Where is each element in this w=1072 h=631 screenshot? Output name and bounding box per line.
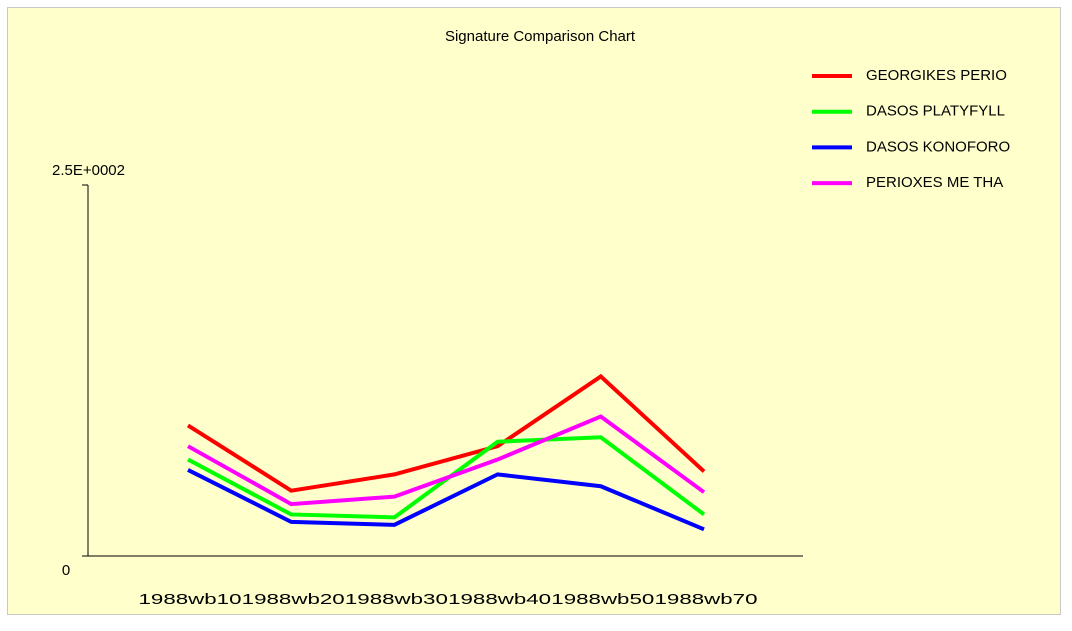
chart-panel xyxy=(7,7,1061,615)
legend-label: GEORGIKES PERIO xyxy=(866,67,1007,84)
series-line xyxy=(187,468,705,532)
x-tick-label: 1988wb30 xyxy=(345,591,448,608)
series-line xyxy=(187,414,706,507)
x-tick-label: 1988wb40 xyxy=(448,591,551,608)
x-tick-label: 1988wb20 xyxy=(242,591,345,608)
series-line xyxy=(186,373,706,493)
chart-title: Signature Comparison Chart xyxy=(445,28,636,45)
legend-label: PERIOXES ME THA xyxy=(866,174,1003,191)
y-tick-label: 0 xyxy=(62,562,70,579)
x-tick-label: 1988wb10 xyxy=(139,591,242,608)
y-tick-label: 2.5E+0002 xyxy=(52,162,125,179)
x-tick-label: 1988wb50 xyxy=(551,591,654,608)
x-tick-label: 1988wb70 xyxy=(655,591,758,608)
legend-label: DASOS KONOFORO xyxy=(866,138,1010,155)
legend-label: DASOS PLATYFYLL xyxy=(866,103,1005,120)
